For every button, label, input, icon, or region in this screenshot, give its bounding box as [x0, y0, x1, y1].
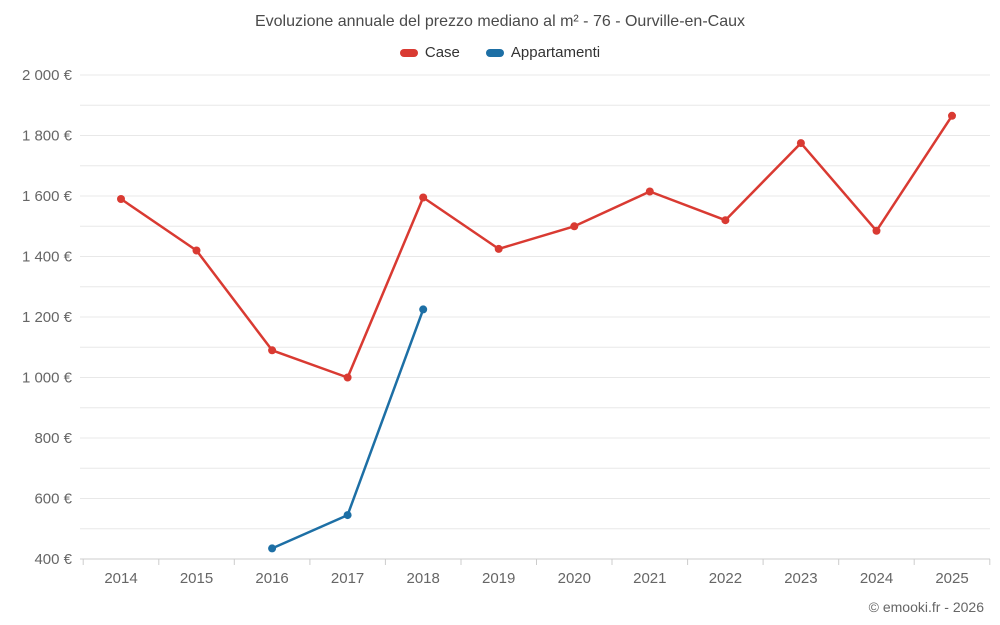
x-axis-label-2019: 2019: [482, 570, 515, 587]
x-axis-label-2022: 2022: [709, 570, 742, 587]
y-axis-label-2000: 2 000 €: [22, 67, 73, 84]
data-point-case-2014[interactable]: [117, 195, 125, 203]
data-point-case-2024[interactable]: [872, 226, 881, 235]
data-point-case-2019[interactable]: [494, 244, 503, 253]
chart-title: Evoluzione annuale del prezzo mediano al…: [254, 13, 746, 30]
series-line-case: [119, 114, 954, 379]
legend-item-case[interactable]: Case: [399, 44, 460, 61]
y-axis-label-1400: 1 400 €: [22, 249, 73, 266]
legend-swatch-appartamenti-icon: [485, 48, 504, 57]
x-axis-label-2015: 2015: [180, 570, 213, 587]
data-point-case-2018[interactable]: [419, 193, 428, 202]
x-axis-label-2025: 2025: [935, 570, 968, 587]
copyright: © emooki.fr - 2026: [868, 599, 984, 615]
y-axis-label-1200: 1 200 €: [22, 309, 73, 326]
legend-item-appartamenti[interactable]: Appartamenti: [485, 44, 601, 61]
y-axis-label-1000: 1 000 €: [22, 370, 73, 387]
legend-label-case: Case: [424, 44, 460, 61]
y-axis-label-400: 400 €: [34, 551, 72, 568]
y-axis-label-600: 600 €: [34, 491, 72, 508]
x-axis-label-2014: 2014: [104, 570, 137, 587]
series-case: [117, 111, 956, 382]
series-appartamenti: [268, 305, 428, 553]
x-axis-label-2024: 2024: [860, 570, 893, 587]
y-axis-label-1800: 1 800 €: [22, 128, 73, 145]
x-axis-label-2017: 2017: [331, 570, 364, 587]
data-point-case-2023[interactable]: [796, 139, 805, 148]
y-axis-label-800: 800 €: [34, 430, 72, 447]
data-point-case-2025[interactable]: [948, 111, 956, 120]
chart-legend: Case Appartamenti: [0, 44, 1000, 61]
data-point-case-2020[interactable]: [570, 222, 579, 231]
data-point-appartamenti-2018[interactable]: [419, 305, 428, 314]
data-point-case-2017[interactable]: [343, 373, 352, 382]
data-point-case-2016[interactable]: [268, 346, 277, 355]
data-point-case-2021[interactable]: [645, 187, 654, 196]
legend-label-appartamenti: Appartamenti: [510, 44, 601, 61]
data-point-appartamenti-2016[interactable]: [268, 544, 277, 553]
legend-swatch-case-icon: [399, 48, 418, 57]
data-point-case-2022[interactable]: [721, 216, 730, 225]
data-point-appartamenti-2017[interactable]: [343, 511, 352, 520]
x-axis-label-2016: 2016: [255, 570, 288, 587]
data-point-case-2015[interactable]: [192, 246, 201, 255]
x-axis-label-2018: 2018: [407, 570, 440, 587]
x-axis-label-2021: 2021: [633, 570, 666, 587]
y-axis-label-1600: 1 600 €: [22, 188, 73, 205]
x-axis-label-2023: 2023: [784, 570, 817, 587]
x-axis-label-2020: 2020: [558, 570, 591, 587]
